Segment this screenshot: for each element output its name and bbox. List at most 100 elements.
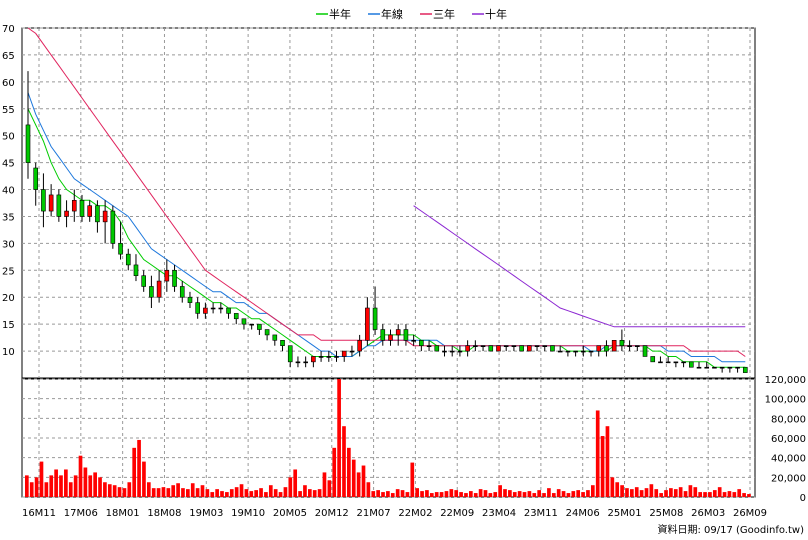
volume-tick-label: 80,000: [771, 414, 806, 425]
candle: [349, 345, 355, 357]
volume-bar: [317, 489, 322, 497]
volume-bar: [332, 447, 337, 497]
candle-body: [226, 307, 231, 314]
volume-bar: [576, 490, 581, 497]
candle-body: [372, 307, 378, 330]
candle: [735, 366, 740, 373]
candle: [218, 302, 224, 314]
candle: [357, 334, 362, 357]
candle-body: [326, 356, 332, 358]
volume-bar: [429, 493, 434, 497]
candle-body: [133, 264, 139, 276]
volume-bar: [386, 491, 390, 497]
candle: [210, 302, 216, 314]
volume-bar: [288, 477, 293, 497]
volume-tick-label: 120,000: [765, 375, 806, 386]
volume-bar: [493, 492, 498, 497]
volume-bar: [469, 491, 473, 497]
candle-body: [403, 329, 409, 341]
volume-bar: [259, 488, 263, 497]
candle: [604, 340, 609, 357]
candle: [318, 351, 324, 362]
volume-bar: [307, 489, 312, 497]
volume-bar: [366, 482, 371, 497]
legend-label: 十年: [485, 7, 507, 21]
y-tick-label: 50: [2, 132, 15, 143]
candle-body: [179, 286, 185, 298]
legend-item: 十年: [472, 7, 507, 21]
volume-bar: [415, 488, 420, 497]
volume-bar: [39, 461, 44, 497]
y-tick-label: 30: [2, 239, 15, 250]
x-tick-label: 19M10: [231, 508, 265, 519]
candle: [110, 205, 116, 249]
y-tick-label: 65: [2, 51, 15, 62]
candle: [172, 264, 177, 292]
volume-bar: [503, 489, 507, 497]
volume-bar: [371, 491, 376, 497]
candle: [64, 200, 69, 228]
x-tick-label: 21M07: [357, 508, 391, 519]
candle: [627, 340, 632, 352]
volume-bar: [342, 426, 346, 497]
volume-bar: [137, 439, 141, 497]
volume-bar: [527, 491, 532, 497]
volume-bar: [93, 472, 97, 497]
candle: [665, 356, 671, 364]
volume-bar: [215, 489, 219, 497]
candle: [496, 345, 501, 352]
volume-bar: [483, 490, 488, 497]
volume-bar: [464, 493, 468, 497]
volume-bar: [532, 493, 537, 497]
candle: [48, 184, 54, 217]
candle-body: [449, 350, 455, 353]
volume-bar: [405, 492, 410, 497]
x-tick-label: 16M11: [22, 508, 56, 519]
candle: [341, 350, 347, 362]
volume-bar: [166, 488, 171, 497]
x-tick-label: 25M08: [649, 508, 683, 519]
candle: [118, 221, 123, 260]
volume-bar: [722, 492, 727, 497]
candle: [727, 366, 733, 373]
candle: [411, 334, 416, 346]
volume-bar: [610, 477, 615, 497]
volume-tick-label: 60,000: [771, 434, 806, 445]
volume-bar: [49, 475, 54, 497]
candle-body: [280, 340, 285, 346]
volume-bar: [268, 485, 273, 497]
volume-bar: [225, 492, 229, 497]
volume-bar: [220, 491, 224, 497]
candle-body: [480, 345, 486, 347]
candle: [719, 366, 725, 373]
candle: [164, 259, 170, 292]
volume-bar: [703, 492, 707, 497]
legend-item: 三年: [420, 7, 455, 21]
candle: [33, 162, 39, 206]
volume-bar: [654, 489, 659, 497]
candle: [581, 345, 586, 357]
candle: [395, 324, 401, 346]
volume-bar: [712, 490, 717, 497]
candle-body: [341, 350, 347, 357]
legend-label: 年線: [381, 7, 403, 21]
candle-body: [156, 280, 162, 298]
volume-bar: [337, 379, 341, 497]
candle-body: [64, 210, 69, 217]
volume-bar: [659, 493, 663, 497]
volume-bar: [420, 491, 424, 497]
moving-average-lines: [27, 27, 746, 368]
volume-bar: [361, 465, 366, 497]
candle: [658, 356, 663, 364]
volume-bar: [64, 469, 68, 497]
candle-body: [681, 361, 686, 364]
volume-bar: [234, 487, 239, 497]
candle: [449, 345, 455, 357]
candle-body: [411, 340, 416, 342]
candle: [650, 356, 656, 363]
volume-bar: [600, 436, 605, 497]
candle-body: [380, 329, 386, 341]
candle-body: [496, 345, 501, 352]
y-tick-label: 70: [2, 24, 15, 35]
candle: [534, 345, 540, 352]
